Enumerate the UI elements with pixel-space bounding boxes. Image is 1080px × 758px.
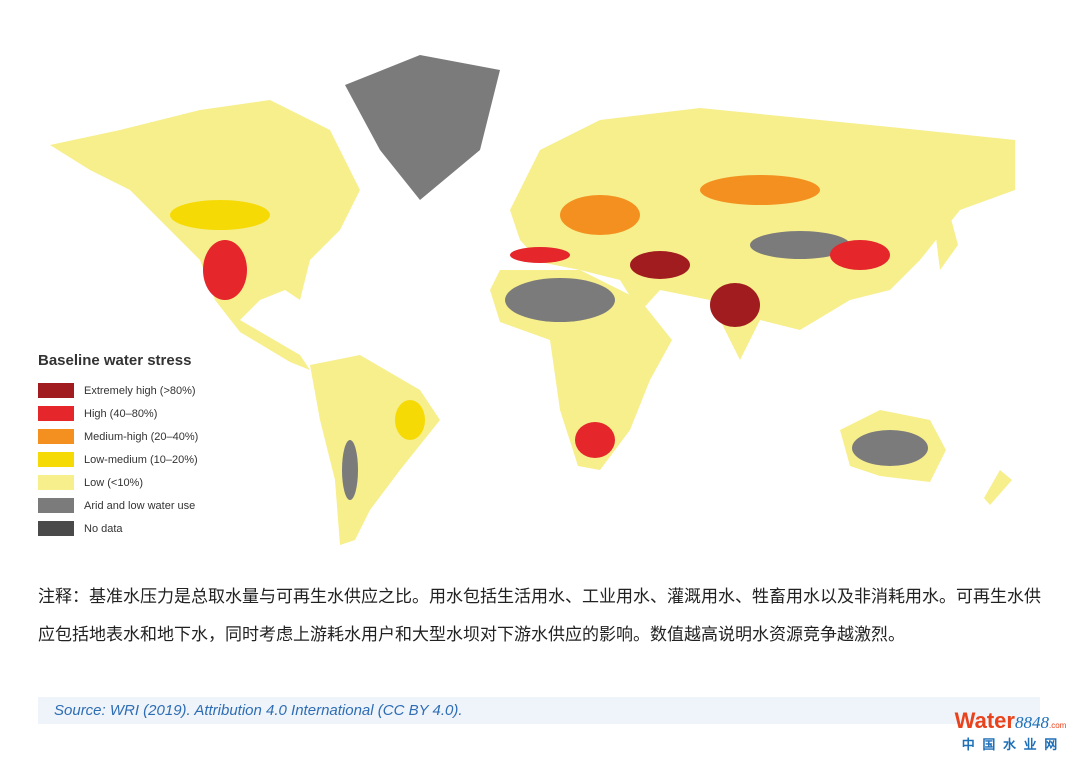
legend-swatch — [38, 429, 74, 444]
legend-label: Extremely high (>80%) — [84, 384, 196, 397]
legend: Baseline water stress Extremely high (>8… — [38, 352, 198, 540]
patagonia — [342, 440, 358, 500]
north-africa — [510, 247, 570, 263]
legend-label: Low-medium (10–20%) — [84, 453, 198, 466]
legend-swatch — [38, 406, 74, 421]
greenland — [345, 55, 500, 200]
legend-swatch — [38, 452, 74, 467]
india — [710, 283, 760, 327]
legend-swatch — [38, 383, 74, 398]
legend-swatch — [38, 475, 74, 490]
central-asia — [750, 231, 850, 259]
legend-swatch — [38, 521, 74, 536]
south-america — [310, 355, 440, 545]
legend-label: High (40–80%) — [84, 407, 158, 420]
legend-label: No data — [84, 522, 123, 535]
new-zealand — [984, 470, 1012, 505]
legend-item: Low (<10%) — [38, 471, 198, 494]
source: Source: WRI (2019). Attribution 4.0 Inte… — [38, 697, 1040, 724]
watermark: Water8848.com 中 国 水 业 网 — [948, 708, 1073, 753]
eurasia — [510, 108, 1015, 360]
legend-title: Baseline water stress — [38, 352, 192, 369]
wm-brand: Water — [954, 708, 1015, 733]
china-north — [830, 240, 890, 270]
africa — [490, 270, 672, 470]
north-america — [50, 100, 360, 370]
wm-suffix: .com — [1048, 721, 1067, 730]
russia — [700, 175, 820, 205]
wm-number: 8848 — [1014, 713, 1049, 732]
us-west — [203, 240, 247, 300]
legend-label: Medium-high (20–40%) — [84, 430, 199, 443]
legend-item: Arid and low water use — [38, 494, 198, 517]
world-map — [50, 55, 1015, 545]
wm-site: 中 国 水 业 网 — [961, 737, 1060, 752]
middle-east — [630, 251, 690, 279]
legend-label: Low (<10%) — [84, 476, 144, 489]
legend-item: High (40–80%) — [38, 402, 198, 425]
legend-item: Medium-high (20–40%) — [38, 425, 198, 448]
stress-patches — [170, 175, 928, 500]
australia-interior — [852, 430, 928, 466]
south-africa — [575, 422, 615, 458]
japan — [935, 215, 958, 270]
legend-item: No data — [38, 517, 198, 540]
legend-label: Arid and low water use — [84, 499, 196, 512]
note: 注释：基准水压力是总取水量与可再生水供应之比。用水包括生活用水、工业用水、灌溉用… — [38, 587, 1041, 645]
legend-item: Low-medium (10–20%) — [38, 448, 198, 471]
sahara — [505, 278, 615, 322]
legend-swatch — [38, 498, 74, 513]
legend-items: Extremely high (>80%) High (40–80%) Medium… — [38, 379, 198, 540]
canada-south — [170, 200, 270, 230]
legend-item: Extremely high (>80%) — [38, 379, 198, 402]
brazil-east — [395, 400, 425, 440]
europe — [560, 195, 640, 235]
